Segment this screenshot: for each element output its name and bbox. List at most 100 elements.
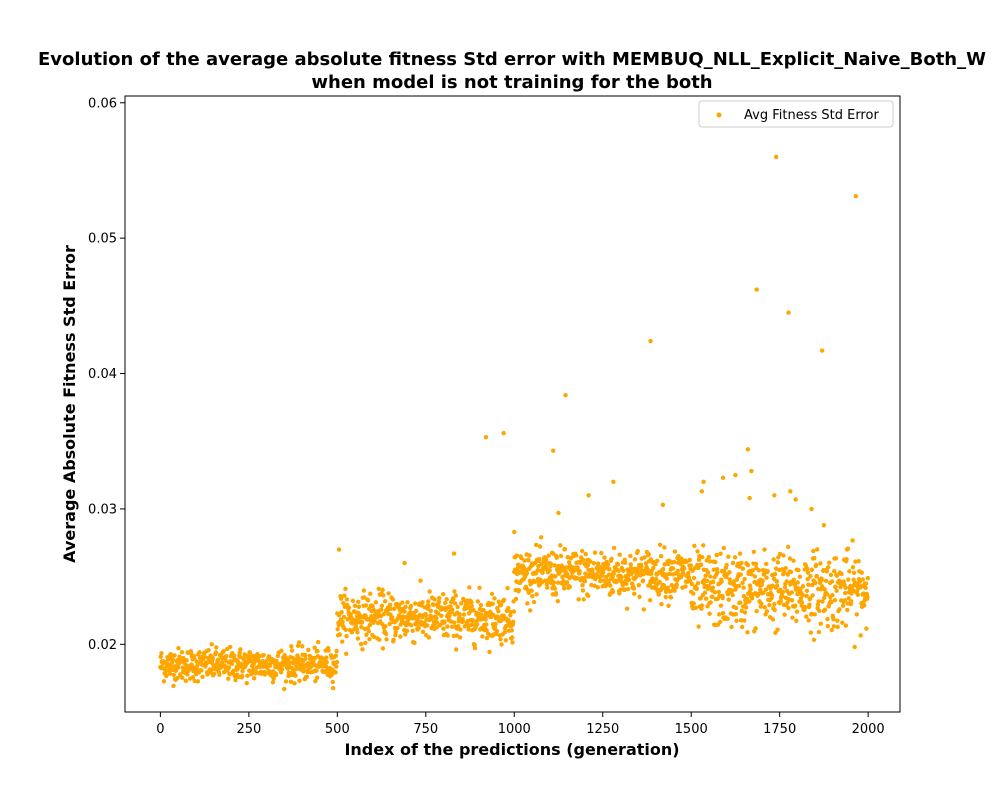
data-point bbox=[607, 567, 612, 572]
x-axis-label: Index of the predictions (generation) bbox=[344, 740, 679, 759]
data-point bbox=[516, 587, 522, 593]
data-point bbox=[600, 570, 606, 575]
data-point bbox=[840, 620, 845, 625]
data-point bbox=[434, 620, 440, 625]
data-point bbox=[635, 548, 640, 554]
data-point bbox=[402, 560, 407, 566]
data-point bbox=[293, 673, 298, 678]
data-point bbox=[355, 636, 361, 641]
data-point bbox=[661, 583, 667, 588]
data-point bbox=[703, 583, 708, 588]
data-point bbox=[848, 599, 854, 604]
data-point bbox=[547, 568, 552, 573]
data-point bbox=[823, 578, 829, 584]
data-point bbox=[790, 615, 795, 620]
data-point bbox=[367, 636, 372, 642]
data-point bbox=[402, 609, 407, 614]
data-point bbox=[839, 571, 844, 577]
data-point bbox=[727, 570, 732, 575]
data-point bbox=[789, 598, 795, 603]
data-point bbox=[405, 600, 410, 605]
data-point bbox=[719, 579, 724, 584]
data-point bbox=[653, 562, 658, 567]
data-point bbox=[821, 522, 827, 528]
data-point bbox=[423, 613, 428, 618]
data-point bbox=[701, 543, 706, 548]
data-point bbox=[474, 622, 480, 627]
data-point bbox=[475, 599, 481, 604]
data-point bbox=[295, 643, 301, 649]
data-point bbox=[453, 593, 459, 598]
data-point bbox=[214, 645, 219, 650]
data-point bbox=[519, 555, 524, 561]
data-point bbox=[245, 673, 250, 679]
data-point bbox=[292, 681, 297, 686]
data-point bbox=[440, 592, 446, 597]
data-point bbox=[289, 644, 294, 649]
data-point bbox=[190, 675, 196, 680]
data-point bbox=[683, 584, 688, 589]
data-point bbox=[822, 595, 827, 600]
data-point bbox=[522, 558, 527, 563]
data-point bbox=[851, 570, 857, 576]
data-point bbox=[662, 562, 667, 567]
data-point bbox=[549, 577, 554, 582]
data-point bbox=[302, 652, 308, 658]
y-tick-label: 0.04 bbox=[88, 367, 117, 382]
data-point bbox=[710, 579, 716, 585]
data-point bbox=[562, 546, 568, 552]
data-point bbox=[653, 576, 659, 582]
data-point bbox=[721, 568, 727, 574]
data-point bbox=[548, 561, 553, 566]
data-point bbox=[266, 654, 272, 659]
data-point bbox=[641, 607, 646, 612]
data-point bbox=[818, 621, 823, 626]
data-point bbox=[159, 651, 164, 656]
data-point bbox=[710, 594, 715, 600]
data-point bbox=[180, 675, 185, 681]
data-point bbox=[496, 609, 501, 614]
data-point bbox=[478, 602, 484, 608]
data-point bbox=[774, 579, 780, 584]
data-point bbox=[714, 552, 719, 558]
data-point bbox=[221, 648, 226, 654]
data-point bbox=[472, 642, 477, 648]
data-point bbox=[796, 567, 801, 573]
data-point bbox=[760, 578, 765, 584]
legend-marker bbox=[716, 112, 722, 118]
y-axis-label: Average Absolute Fitness Std Error bbox=[60, 245, 79, 563]
data-point bbox=[813, 580, 818, 585]
data-point bbox=[666, 603, 671, 609]
data-point bbox=[240, 668, 245, 674]
data-point bbox=[346, 605, 352, 610]
data-point bbox=[372, 618, 377, 623]
data-point bbox=[783, 566, 788, 571]
data-point bbox=[758, 587, 763, 592]
data-point bbox=[761, 590, 766, 595]
data-point bbox=[511, 619, 516, 625]
data-point bbox=[173, 668, 179, 673]
data-point bbox=[200, 674, 205, 680]
data-point bbox=[820, 599, 825, 604]
data-point bbox=[646, 552, 651, 557]
data-point bbox=[624, 606, 630, 611]
data-point bbox=[808, 630, 814, 635]
data-point bbox=[415, 616, 421, 621]
data-point bbox=[226, 676, 231, 681]
data-point bbox=[793, 603, 798, 608]
data-point bbox=[764, 609, 770, 614]
data-point bbox=[687, 557, 692, 563]
data-point bbox=[506, 606, 511, 611]
data-point bbox=[334, 648, 339, 654]
data-point bbox=[247, 650, 253, 655]
data-point bbox=[333, 653, 339, 658]
data-point bbox=[451, 551, 457, 556]
data-point bbox=[733, 605, 739, 611]
data-point bbox=[288, 679, 294, 684]
data-point bbox=[747, 599, 752, 604]
data-point bbox=[617, 591, 622, 596]
data-point bbox=[628, 553, 633, 559]
data-point bbox=[743, 601, 748, 606]
data-point bbox=[379, 603, 385, 608]
data-point bbox=[838, 584, 843, 590]
